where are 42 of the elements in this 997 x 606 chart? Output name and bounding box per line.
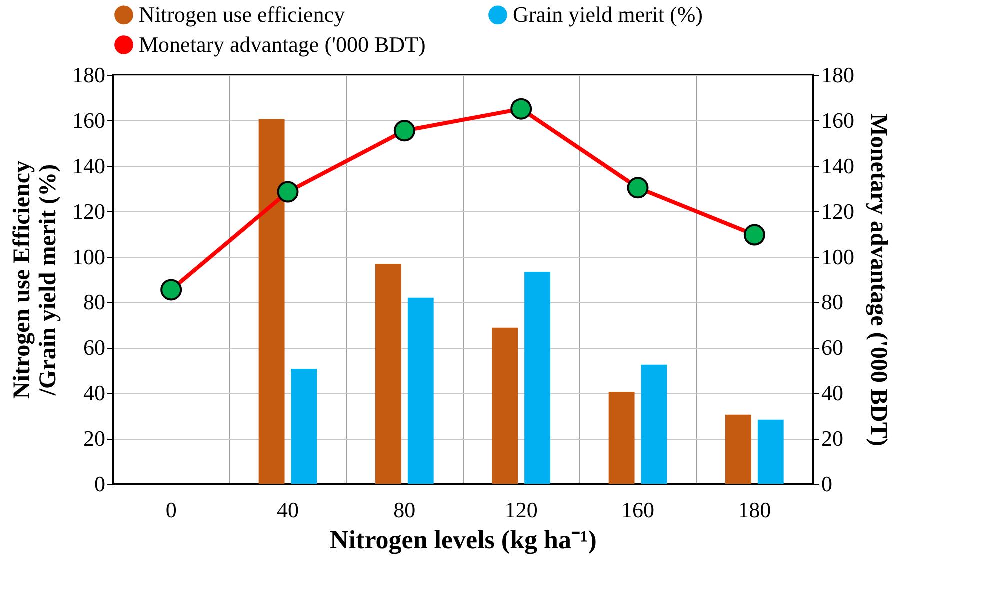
y2-tick-label: 60 xyxy=(822,335,844,360)
x-tick-label: 80 xyxy=(394,498,416,522)
y2-tick-label: 0 xyxy=(822,472,832,496)
bar xyxy=(376,264,402,484)
bar xyxy=(524,272,550,484)
y2-tick-label: 80 xyxy=(822,290,844,315)
y2-tick-label: 100 xyxy=(822,244,854,270)
y2-tick-label: 160 xyxy=(822,108,854,133)
y2-tick-label: 140 xyxy=(822,153,854,178)
y-tick-label: 140 xyxy=(72,153,106,178)
bar xyxy=(291,369,318,484)
bar xyxy=(608,392,635,484)
y-tick-label: 20 xyxy=(84,426,106,452)
legend-label: Grain yield merit (%) xyxy=(513,2,703,28)
bar xyxy=(726,414,752,484)
y-tick-label: 80 xyxy=(84,290,106,315)
y2-axis-title: Monetary advantage ('000 BDT) xyxy=(866,114,892,446)
bar xyxy=(258,119,285,484)
bar xyxy=(492,328,518,484)
bar xyxy=(758,420,784,484)
x-tick-label: 160 xyxy=(622,498,654,522)
x-tick-label: 0 xyxy=(166,498,177,522)
bar xyxy=(641,364,668,484)
y2-tick-label: 40 xyxy=(822,380,844,406)
y-tick-label: 180 xyxy=(72,62,106,88)
x-tick-label: 120 xyxy=(504,498,538,522)
y-tick-label: 60 xyxy=(84,335,106,360)
x-tick-label: 40 xyxy=(277,498,299,522)
y2-tick-label: 120 xyxy=(822,198,854,224)
y-tick-label: 160 xyxy=(72,108,106,133)
y-tick-label: 120 xyxy=(72,198,106,224)
y2-tick-label: 20 xyxy=(822,426,844,452)
y-tick-label: 40 xyxy=(84,380,106,406)
x-tick-label: 180 xyxy=(738,498,772,522)
bar xyxy=(408,298,434,484)
y-axis-title: Nitrogen use Efficiency /Grain yield merit (%) xyxy=(10,160,62,400)
y-tick-label: 0 xyxy=(94,472,106,496)
legend-label: Nitrogen use efficiency xyxy=(139,2,346,28)
legend-label: Monetary advantage ('000 BDT) xyxy=(139,32,426,57)
y-tick-label: 100 xyxy=(72,244,106,270)
y2-tick-label: 180 xyxy=(822,62,854,88)
x-axis-title: Nitrogen levels (kg ha⁻¹) xyxy=(330,526,597,554)
